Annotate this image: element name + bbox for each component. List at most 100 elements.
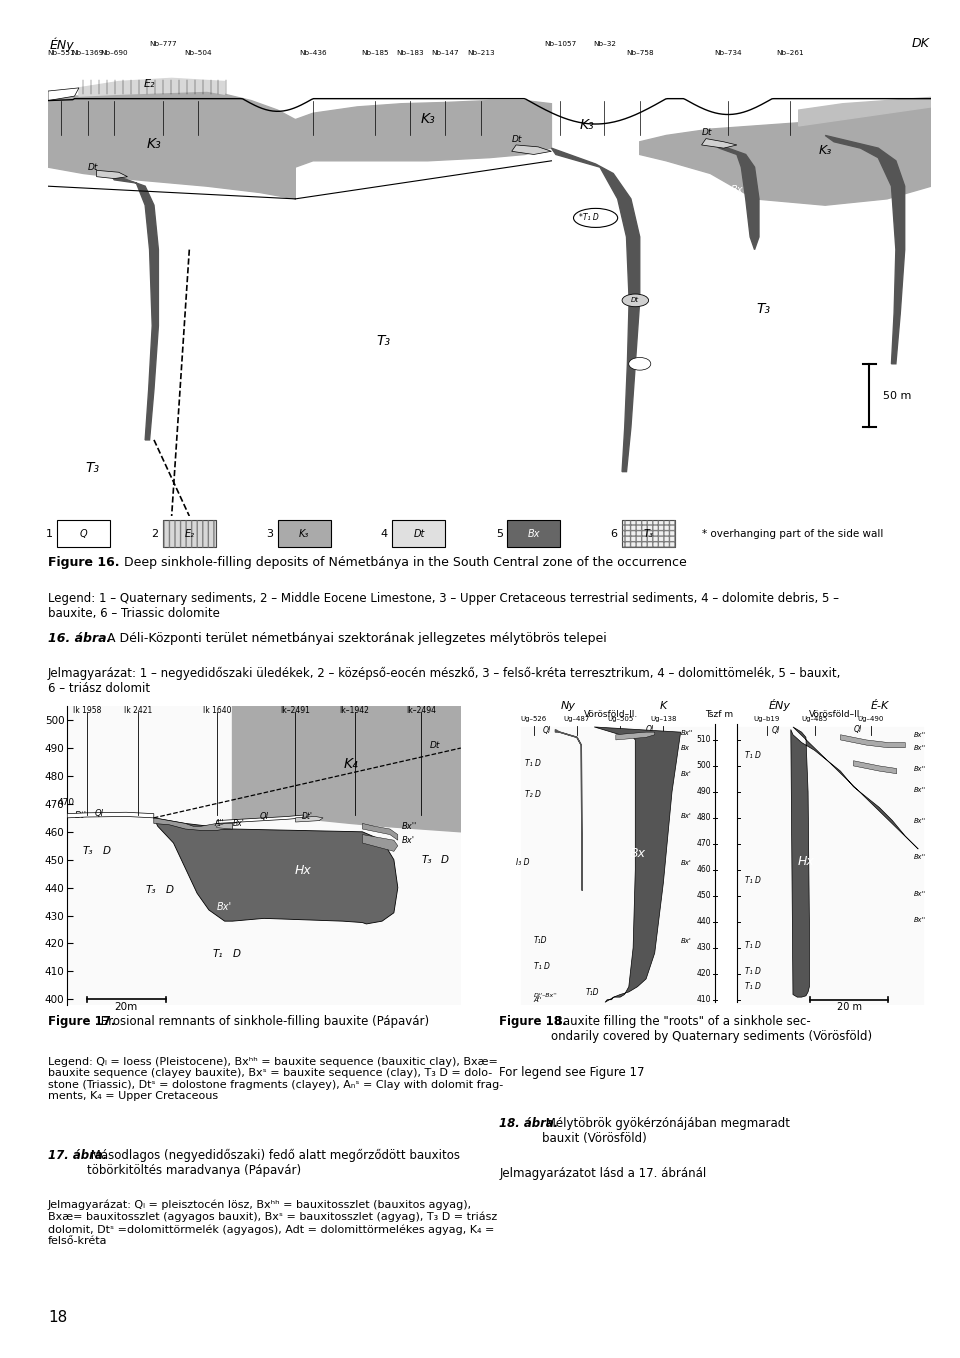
Text: Mélytöbrök gyökérzónájában megmaradt
bauxit (Vörösföld): Mélytöbrök gyökérzónájában megmaradt bau… bbox=[542, 1116, 790, 1145]
Bar bbox=[507, 520, 561, 547]
Text: 5: 5 bbox=[496, 528, 503, 539]
Text: Bx: Bx bbox=[731, 185, 743, 194]
Polygon shape bbox=[232, 706, 461, 832]
Text: 20m: 20m bbox=[114, 1002, 138, 1012]
Text: 420: 420 bbox=[696, 970, 710, 978]
Text: Ny: Ny bbox=[561, 701, 576, 710]
Text: Ql: Ql bbox=[772, 727, 780, 736]
Polygon shape bbox=[296, 816, 323, 822]
Polygon shape bbox=[616, 732, 655, 740]
Polygon shape bbox=[710, 141, 759, 250]
Text: K₃: K₃ bbox=[580, 118, 594, 132]
Text: ÉNy: ÉNy bbox=[769, 699, 791, 710]
Text: Hx': Hx' bbox=[646, 930, 658, 936]
Text: For legend see Figure 17: For legend see Figure 17 bbox=[499, 1066, 645, 1078]
Polygon shape bbox=[79, 79, 225, 96]
Text: Hx: Hx bbox=[295, 864, 312, 877]
Text: Nb–436: Nb–436 bbox=[300, 50, 326, 56]
Text: lk 2421: lk 2421 bbox=[124, 706, 153, 716]
Text: Bauxite filling the "roots" of a sinkhole sec-
ondarily covered by Quaternary se: Bauxite filling the "roots" of a sinkhol… bbox=[551, 1014, 873, 1043]
Text: Bx': Bx' bbox=[681, 813, 691, 819]
Text: D: D bbox=[232, 949, 241, 960]
Polygon shape bbox=[217, 815, 303, 823]
Polygon shape bbox=[551, 148, 639, 471]
Polygon shape bbox=[594, 727, 681, 1002]
Text: lk 1958: lk 1958 bbox=[73, 706, 101, 716]
Text: T₃: T₃ bbox=[756, 301, 771, 316]
Text: Legend: Qₗ = loess (Pleistocene), Bxʰʰ = bauxite sequence (bauxitic clay), Bxæ=
: Legend: Qₗ = loess (Pleistocene), Bxʰʰ =… bbox=[48, 1057, 503, 1101]
Polygon shape bbox=[48, 91, 296, 198]
Text: Nb–690: Nb–690 bbox=[101, 50, 128, 56]
Text: É-K: É-K bbox=[870, 701, 889, 710]
Text: Ug–505: Ug–505 bbox=[607, 716, 634, 721]
Text: 500: 500 bbox=[696, 762, 710, 770]
Text: Bx': Bx' bbox=[681, 860, 691, 865]
Text: Bx'': Bx'' bbox=[914, 746, 926, 751]
Text: Bx': Bx' bbox=[217, 902, 232, 913]
Bar bbox=[57, 520, 109, 547]
Text: K₄: K₄ bbox=[344, 756, 358, 770]
Text: 18. ábra.: 18. ábra. bbox=[499, 1116, 559, 1130]
Text: Bx: Bx bbox=[681, 746, 689, 751]
Polygon shape bbox=[154, 818, 232, 830]
Text: T₁ D: T₁ D bbox=[746, 982, 761, 991]
Text: 470: 470 bbox=[696, 839, 710, 849]
Text: Nb–1369: Nb–1369 bbox=[72, 50, 104, 56]
Text: Dt: Dt bbox=[632, 297, 639, 303]
Polygon shape bbox=[48, 88, 79, 100]
Text: 3: 3 bbox=[266, 528, 274, 539]
Bar bbox=[163, 520, 216, 547]
Polygon shape bbox=[217, 823, 232, 828]
Text: D: D bbox=[166, 885, 174, 895]
Text: Nb–734: Nb–734 bbox=[714, 50, 742, 56]
Text: E₂: E₂ bbox=[184, 528, 194, 539]
Text: Másodlagos (negyedidőszaki) fedő alatt megőrződött bauxitos
töbörkitöltés maradv: Másodlagos (negyedidőszaki) fedő alatt m… bbox=[86, 1149, 460, 1177]
Text: *T₁ D: *T₁ D bbox=[579, 213, 598, 223]
Text: Nb–504: Nb–504 bbox=[184, 50, 212, 56]
Text: T₃: T₃ bbox=[85, 460, 99, 475]
Text: 16. ábra.: 16. ábra. bbox=[48, 631, 111, 645]
Text: T₃: T₃ bbox=[83, 846, 93, 856]
Text: 450: 450 bbox=[696, 891, 710, 900]
Polygon shape bbox=[154, 818, 397, 923]
Polygon shape bbox=[799, 98, 931, 126]
Text: Bx'': Bx'' bbox=[914, 891, 926, 896]
Text: T₁ D: T₁ D bbox=[746, 967, 761, 976]
Text: Deep sinkhole-filling deposits of Németbánya in the South Central zone of the oc: Deep sinkhole-filling deposits of Németb… bbox=[120, 555, 687, 569]
Text: T₃: T₃ bbox=[421, 854, 432, 865]
Polygon shape bbox=[296, 100, 551, 198]
Text: 20 m: 20 m bbox=[836, 1002, 862, 1012]
Text: 430: 430 bbox=[696, 944, 710, 952]
Text: 1: 1 bbox=[45, 528, 53, 539]
Polygon shape bbox=[109, 174, 158, 440]
Polygon shape bbox=[97, 170, 128, 179]
Text: Vörösföld–II.: Vörösföld–II. bbox=[809, 709, 863, 718]
Text: D: D bbox=[103, 846, 110, 856]
Polygon shape bbox=[791, 727, 918, 997]
Text: T₁D: T₁D bbox=[534, 936, 547, 945]
Text: 17. ábra.: 17. ábra. bbox=[48, 1149, 108, 1162]
Polygon shape bbox=[512, 145, 551, 155]
Text: K₃: K₃ bbox=[420, 111, 435, 126]
Text: Dt: Dt bbox=[413, 528, 424, 539]
Text: Ug–490: Ug–490 bbox=[857, 716, 884, 721]
Text: Bx'': Bx'' bbox=[914, 766, 926, 773]
Text: Bx: Bx bbox=[870, 239, 886, 253]
Text: Dt: Dt bbox=[87, 163, 98, 172]
Text: ÉNy: ÉNy bbox=[50, 37, 74, 52]
Text: Figure 17.: Figure 17. bbox=[48, 1014, 115, 1028]
Text: Dt'–Bx'': Dt'–Bx'' bbox=[534, 993, 558, 998]
Text: Bx'': Bx'' bbox=[914, 732, 926, 739]
Text: 440: 440 bbox=[696, 917, 710, 926]
Text: T₁ D: T₁ D bbox=[525, 759, 541, 767]
Text: K: K bbox=[660, 701, 667, 710]
Text: Nb–213: Nb–213 bbox=[467, 50, 494, 56]
Text: Bx': Bx' bbox=[681, 771, 691, 777]
Text: Q: Q bbox=[80, 528, 87, 539]
Text: Ug–485: Ug–485 bbox=[802, 716, 828, 721]
Text: Bx'': Bx'' bbox=[914, 818, 926, 824]
Text: Hx: Hx bbox=[798, 854, 814, 868]
Text: D: D bbox=[442, 854, 449, 865]
Text: Bx': Bx' bbox=[232, 819, 245, 828]
Text: Dt': Dt' bbox=[301, 812, 313, 822]
